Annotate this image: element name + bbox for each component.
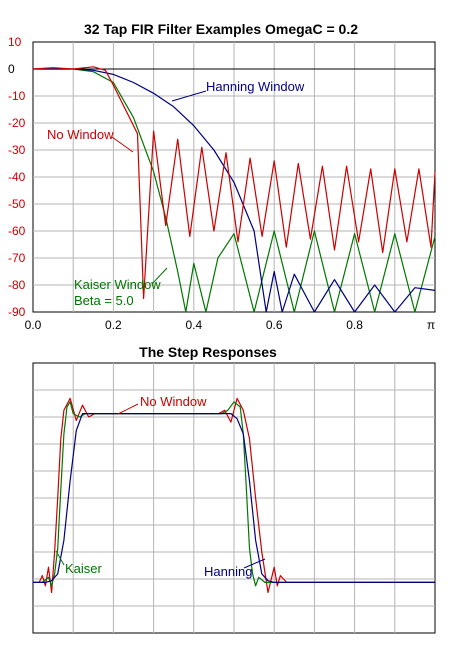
top-y-tick-label: -70 [8, 251, 26, 265]
top-y-tick-label: -30 [8, 143, 26, 157]
bottom-chart-grid [33, 363, 435, 633]
top-x-tick-label: 0.6 [266, 318, 283, 332]
top-y-tick-label: -10 [8, 89, 26, 103]
top-y-tick-label: -40 [8, 170, 26, 184]
top-chart-annotations: Hanning Window No Window Kaiser Window B… [47, 79, 305, 308]
step-no-window-label: No Window [140, 394, 207, 409]
kaiser-window-label: Kaiser Window [74, 277, 161, 292]
top-chart-x-tick-labels: 0.0 0.2 0.4 0.6 0.8 π [25, 318, 435, 332]
bottom-chart-title: The Step Responses [139, 344, 277, 360]
bottom-chart-annotations: No Window Kaiser Hanning [55, 394, 266, 579]
top-x-tick-label: π [427, 318, 435, 332]
kaiser-beta-label: Beta = 5.0 [74, 293, 134, 308]
top-chart-y-tick-labels: 10 0 -10 -20 -30 -40 -50 -60 -70 -80 -90 [8, 35, 26, 319]
top-series-kaiser-window [33, 68, 436, 313]
kaiser-window-pointer [151, 267, 168, 285]
top-series-hanning-window [33, 68, 436, 313]
top-chart-series [32, 66, 436, 313]
step-hanning-pointer [243, 558, 266, 569]
top-y-tick-label: -50 [8, 197, 26, 211]
top-y-tick-label: 10 [8, 35, 22, 49]
bottom-chart-series [33, 397, 435, 594]
step-kaiser-label: Kaiser [65, 561, 103, 576]
top-y-tick-label: -20 [8, 116, 26, 130]
step-kaiser-pointer [55, 550, 65, 566]
top-x-tick-label: 0.0 [25, 318, 42, 332]
step-hanning-label: Hanning [204, 564, 252, 579]
top-x-tick-label: 0.4 [185, 318, 202, 332]
top-y-tick-label: 0 [8, 62, 15, 76]
step-no-window-pointer [117, 403, 139, 415]
top-x-tick-label: 0.8 [346, 318, 363, 332]
top-y-tick-label: -80 [8, 278, 26, 292]
top-chart-title: 32 Tap FIR Filter Examples OmegaC = 0.2 [84, 21, 358, 37]
no-window-pointer [111, 136, 134, 153]
hanning-window-label: Hanning Window [206, 79, 305, 94]
hanning-window-pointer [171, 90, 207, 102]
top-series-no-window [32, 66, 436, 300]
top-x-tick-label: 0.2 [105, 318, 122, 332]
top-y-tick-label: -60 [8, 224, 26, 238]
step-series-hanning-window [33, 413, 435, 584]
top-y-tick-label: -90 [8, 305, 26, 319]
no-window-label: No Window [47, 127, 114, 142]
